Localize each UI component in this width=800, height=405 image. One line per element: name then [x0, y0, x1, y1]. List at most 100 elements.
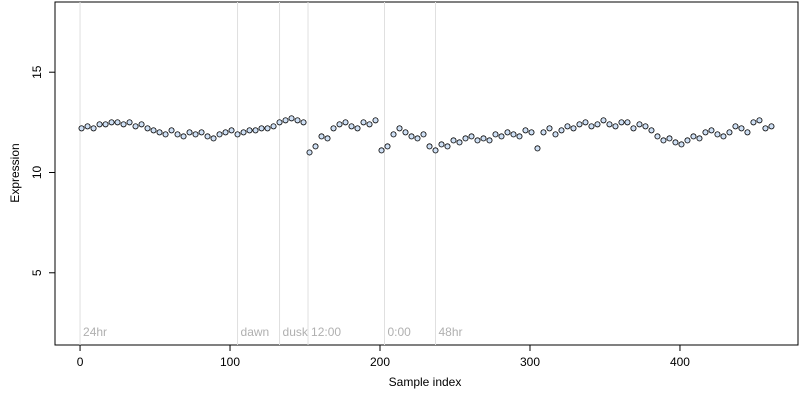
- point: [474, 137, 481, 144]
- y-tick-label: 10: [30, 166, 44, 180]
- point: [750, 119, 757, 126]
- point: [336, 121, 343, 128]
- point: [522, 127, 529, 134]
- x-tick-label: 0: [77, 355, 84, 369]
- point: [546, 125, 553, 132]
- point: [624, 119, 631, 126]
- point: [414, 135, 421, 142]
- point: [324, 135, 331, 142]
- point: [90, 125, 97, 132]
- point: [198, 129, 205, 136]
- point: [516, 133, 523, 140]
- x-tick-label: 400: [670, 355, 690, 369]
- point: [498, 133, 505, 140]
- point: [270, 123, 277, 130]
- point: [654, 133, 661, 140]
- point: [696, 135, 703, 142]
- point: [312, 143, 319, 150]
- point: [348, 123, 355, 130]
- point: [660, 137, 667, 144]
- point: [240, 129, 247, 136]
- point: [666, 135, 673, 142]
- point: [318, 133, 325, 140]
- point: [648, 127, 655, 134]
- point: [252, 127, 259, 134]
- point: [714, 131, 721, 138]
- point: [492, 131, 499, 138]
- x-tick-label: 300: [520, 355, 540, 369]
- point: [420, 131, 427, 138]
- point: [174, 131, 181, 138]
- annotation-label: dusk: [283, 325, 309, 339]
- point: [726, 129, 733, 136]
- x-tick-label: 100: [220, 355, 240, 369]
- annotation-label: 0:00: [388, 325, 412, 339]
- point: [564, 123, 571, 130]
- point: [408, 133, 415, 140]
- point: [690, 133, 697, 140]
- point: [432, 147, 439, 154]
- y-tick-label: 15: [30, 65, 44, 79]
- point: [396, 125, 403, 132]
- point: [282, 117, 289, 124]
- point: [168, 127, 175, 134]
- point: [708, 127, 715, 134]
- point: [678, 141, 685, 148]
- point: [606, 121, 613, 128]
- point: [636, 121, 643, 128]
- point: [372, 117, 379, 124]
- point: [360, 119, 367, 126]
- point: [744, 129, 751, 136]
- point: [180, 133, 187, 140]
- annotation-label: 24hr: [83, 325, 107, 339]
- point: [480, 135, 487, 142]
- point: [126, 119, 133, 126]
- point: [192, 131, 199, 138]
- point: [210, 135, 217, 142]
- point: [738, 125, 745, 132]
- point: [222, 129, 229, 136]
- point: [204, 133, 211, 140]
- x-axis-label: Sample index: [389, 375, 462, 389]
- point: [612, 123, 619, 130]
- point: [402, 129, 409, 136]
- point: [138, 121, 145, 128]
- x-tick-label: 200: [370, 355, 390, 369]
- point: [450, 137, 457, 144]
- point: [186, 129, 193, 136]
- point: [510, 131, 517, 138]
- point: [600, 117, 607, 124]
- point: [552, 131, 559, 138]
- point: [762, 125, 769, 132]
- point: [108, 119, 115, 126]
- point: [702, 129, 709, 136]
- point: [720, 133, 727, 140]
- point: [486, 137, 493, 144]
- point: [618, 119, 625, 126]
- point: [120, 121, 127, 128]
- point: [504, 129, 511, 136]
- point: [540, 129, 547, 136]
- point: [768, 123, 775, 130]
- point: [438, 141, 445, 148]
- point: [294, 117, 301, 124]
- point: [330, 125, 337, 132]
- point: [96, 121, 103, 128]
- point: [144, 125, 151, 132]
- point: [216, 131, 223, 138]
- point: [558, 127, 565, 134]
- point: [150, 127, 157, 134]
- point: [306, 149, 313, 156]
- point: [162, 131, 169, 138]
- point: [582, 119, 589, 126]
- point: [366, 121, 373, 128]
- point: [390, 131, 397, 138]
- point: [246, 127, 253, 134]
- point: [468, 133, 475, 140]
- point: [342, 119, 349, 126]
- y-tick-label: 5: [30, 269, 44, 276]
- point: [234, 131, 241, 138]
- point: [258, 125, 265, 132]
